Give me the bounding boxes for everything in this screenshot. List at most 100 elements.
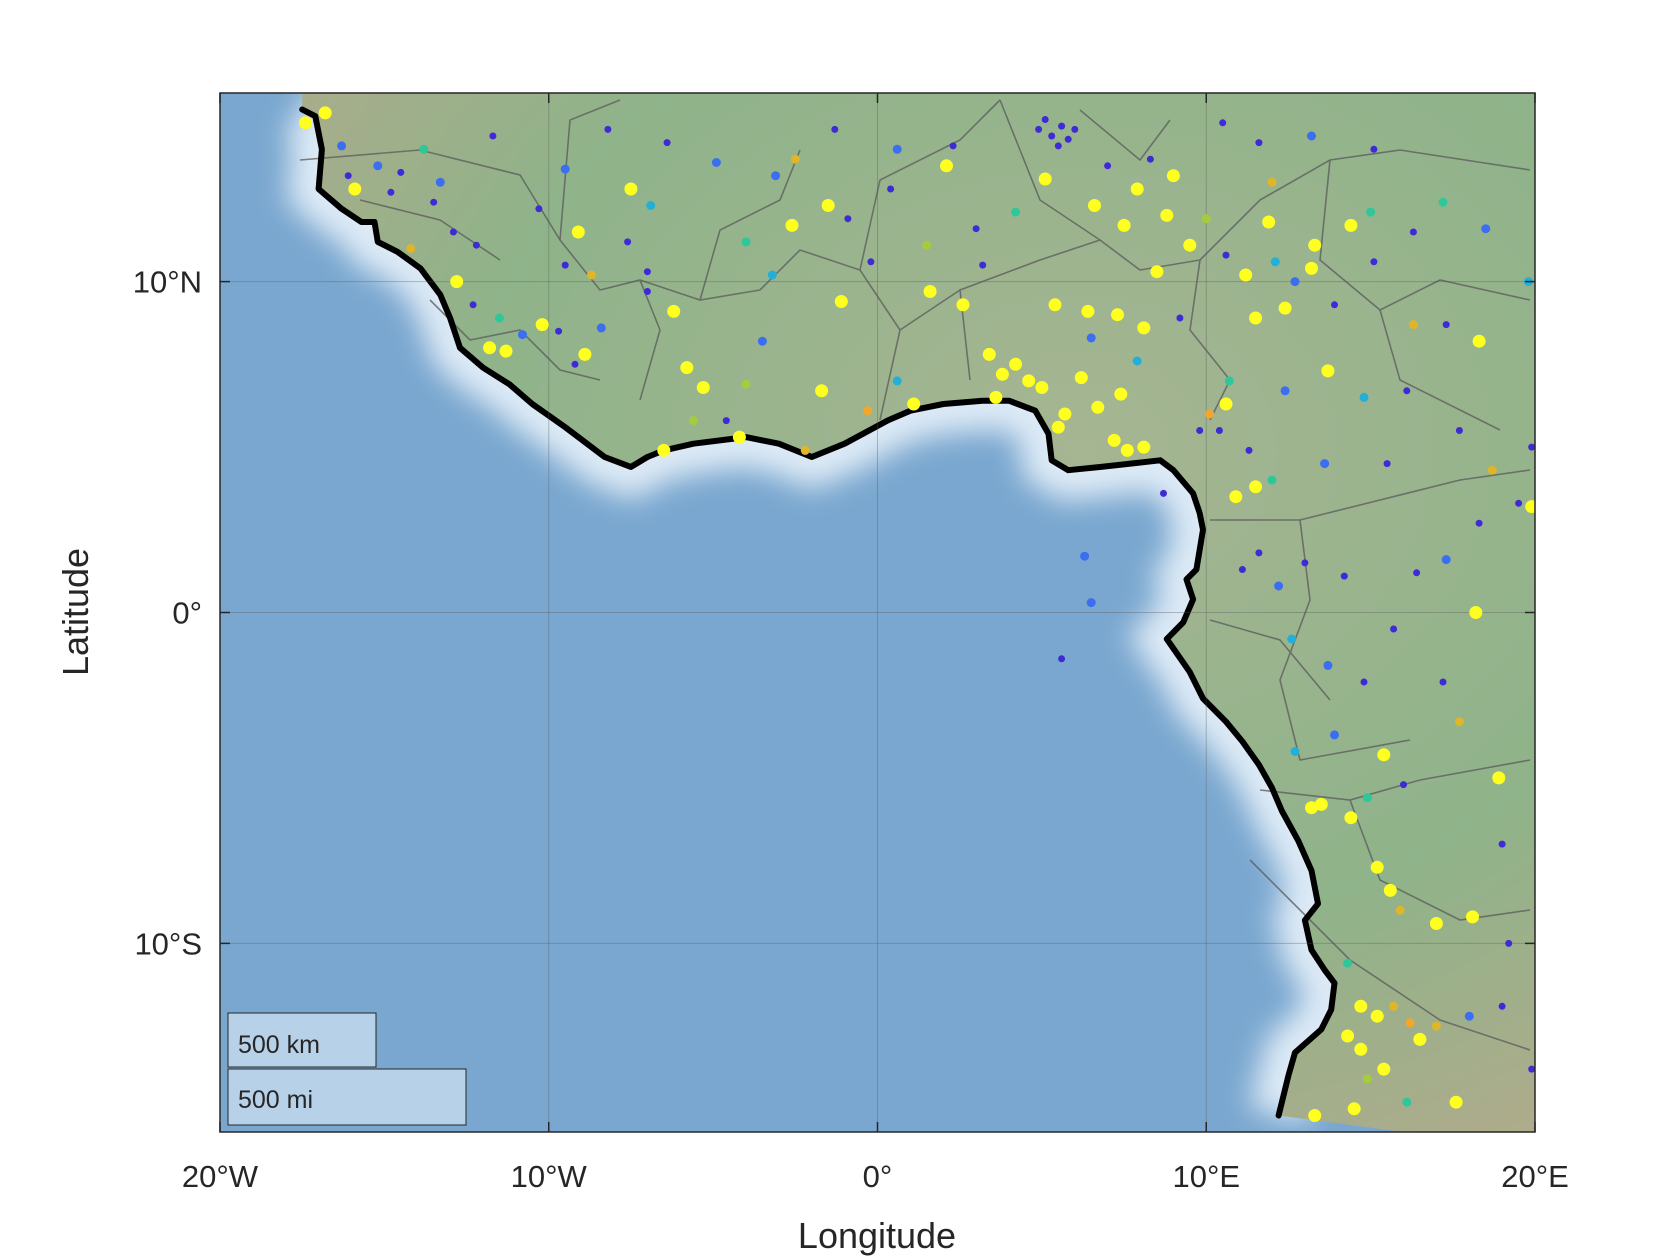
station-point bbox=[1196, 427, 1203, 434]
station-point bbox=[1147, 156, 1154, 163]
station-point bbox=[1323, 661, 1332, 670]
station-point bbox=[1042, 116, 1049, 123]
scale-bar-mi-label: 500 mi bbox=[238, 1086, 313, 1114]
station-point bbox=[1481, 224, 1490, 233]
lon-tick-label: 10°W bbox=[511, 1159, 588, 1194]
station-point bbox=[1087, 333, 1096, 342]
station-point bbox=[844, 215, 851, 222]
station-point bbox=[1389, 1002, 1398, 1011]
station-point bbox=[1091, 401, 1104, 414]
station-point bbox=[1343, 959, 1352, 968]
station-point bbox=[768, 271, 777, 280]
station-point bbox=[450, 229, 457, 236]
station-point bbox=[791, 155, 800, 164]
station-point bbox=[1456, 427, 1463, 434]
station-point bbox=[1363, 1075, 1372, 1084]
station-point bbox=[1469, 606, 1482, 619]
station-point bbox=[597, 323, 606, 332]
lat-tick-label: 10°S bbox=[134, 926, 202, 961]
scale-bar-km-label: 500 km bbox=[238, 1031, 320, 1059]
station-point bbox=[397, 169, 404, 176]
station-point bbox=[1223, 252, 1230, 259]
station-point bbox=[1366, 208, 1375, 217]
station-point bbox=[345, 172, 352, 179]
station-point bbox=[1413, 1033, 1426, 1046]
station-point bbox=[483, 341, 496, 354]
station-point bbox=[1363, 793, 1372, 802]
station-point bbox=[1118, 219, 1131, 232]
station-point bbox=[1384, 460, 1391, 467]
station-point bbox=[1121, 444, 1134, 457]
station-point bbox=[562, 262, 569, 269]
station-point bbox=[1344, 811, 1357, 824]
station-point bbox=[1341, 573, 1348, 580]
station-point bbox=[1499, 1003, 1506, 1010]
station-point bbox=[1450, 1096, 1463, 1109]
station-point bbox=[1049, 298, 1062, 311]
station-point bbox=[957, 298, 970, 311]
station-point bbox=[1341, 1030, 1354, 1043]
station-point bbox=[1281, 386, 1290, 395]
station-point bbox=[1291, 747, 1300, 756]
station-point bbox=[319, 106, 332, 119]
station-point bbox=[1205, 410, 1214, 419]
station-point bbox=[1246, 447, 1253, 454]
station-point bbox=[1377, 1063, 1390, 1076]
station-point bbox=[299, 116, 312, 129]
station-point bbox=[1473, 335, 1486, 348]
station-point bbox=[419, 145, 428, 154]
station-point bbox=[1402, 1098, 1411, 1107]
station-point bbox=[1202, 214, 1211, 223]
station-point bbox=[561, 165, 570, 174]
station-point bbox=[1183, 239, 1196, 252]
station-point bbox=[950, 142, 957, 149]
station-point bbox=[712, 158, 721, 167]
station-point bbox=[535, 205, 542, 212]
station-point bbox=[940, 159, 953, 172]
station-point bbox=[1271, 257, 1280, 266]
station-point bbox=[1160, 209, 1173, 222]
station-point bbox=[1108, 434, 1121, 447]
station-point bbox=[1052, 421, 1065, 434]
station-point bbox=[907, 398, 920, 411]
station-point bbox=[1442, 555, 1451, 564]
station-point bbox=[1058, 408, 1071, 421]
station-point bbox=[1528, 1066, 1535, 1073]
station-point bbox=[373, 161, 382, 170]
station-point bbox=[863, 406, 872, 415]
station-point bbox=[973, 225, 980, 232]
station-point bbox=[1476, 520, 1483, 527]
station-point bbox=[470, 301, 477, 308]
station-point bbox=[1087, 598, 1096, 607]
station-point bbox=[624, 183, 637, 196]
station-point bbox=[644, 288, 651, 295]
station-point bbox=[1268, 476, 1277, 485]
station-point bbox=[1466, 910, 1479, 923]
station-point bbox=[337, 141, 346, 150]
station-point bbox=[831, 126, 838, 133]
station-point bbox=[1305, 801, 1318, 814]
station-point bbox=[1219, 119, 1226, 126]
station-point bbox=[1505, 940, 1512, 947]
station-point bbox=[1492, 771, 1505, 784]
station-point bbox=[758, 337, 767, 346]
station-point bbox=[1370, 258, 1377, 265]
station-point bbox=[1499, 841, 1506, 848]
station-point bbox=[697, 381, 710, 394]
station-point bbox=[1331, 301, 1338, 308]
station-point bbox=[1488, 466, 1497, 475]
station-point bbox=[1432, 1022, 1441, 1031]
station-point bbox=[835, 295, 848, 308]
station-point bbox=[1430, 917, 1443, 930]
station-point bbox=[1160, 490, 1167, 497]
station-point bbox=[578, 348, 591, 361]
station-point bbox=[1255, 139, 1262, 146]
station-point bbox=[644, 268, 651, 275]
station-point bbox=[1390, 626, 1397, 633]
station-point bbox=[430, 199, 437, 206]
station-point bbox=[489, 133, 496, 140]
station-point bbox=[1308, 1109, 1321, 1122]
station-point bbox=[1262, 216, 1275, 229]
